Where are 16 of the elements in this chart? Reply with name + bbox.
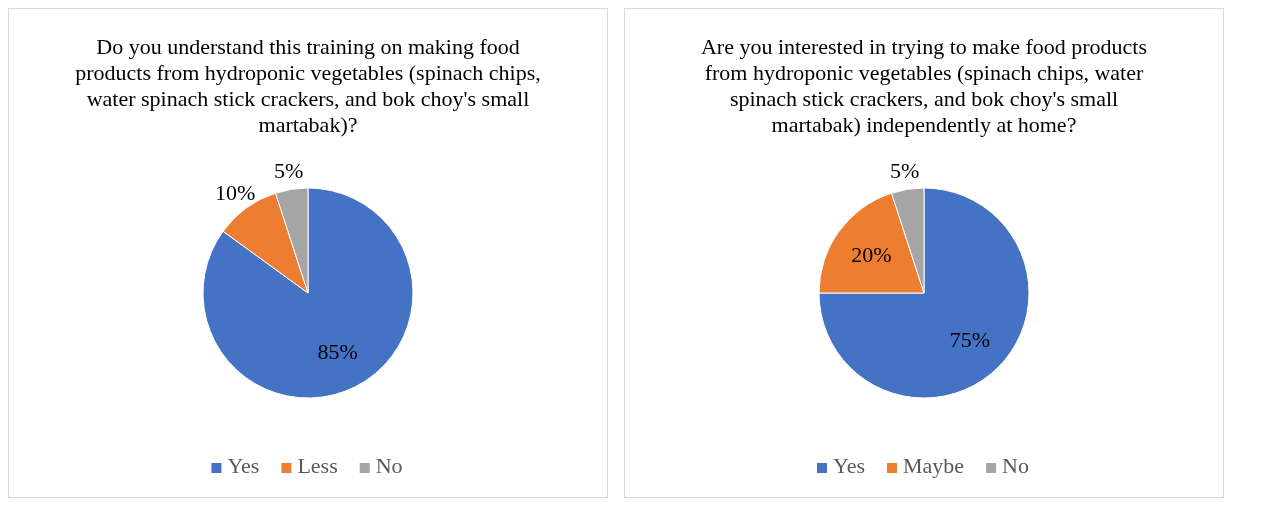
legend-label: Yes [227, 453, 260, 478]
data-label: 10% [215, 180, 256, 206]
legend-label: No [375, 453, 403, 478]
data-label: 75% [949, 326, 991, 352]
chart-title: Do you understand this training on making food products from hydroponic vegetables (spinach chips, water spinach stick crackers, and bok choy's small martabak)? [75, 34, 541, 137]
data-label: 20% [851, 242, 892, 268]
legend-label: Yes [833, 453, 866, 478]
legend-label: Less [297, 453, 338, 478]
legend-label: Maybe [903, 453, 965, 478]
data-label: 5% [889, 158, 920, 184]
data-label: 5% [273, 158, 304, 184]
pie-slice [202, 187, 414, 399]
data-label: 85% [317, 338, 358, 364]
pie-slice [818, 187, 1030, 399]
chart-title: Are you interested in trying to make food products from hydroponic vegetables (spinach chips, water spinach stick crackers, and bok choy's small martabak) independently at home? [700, 34, 1148, 137]
legend-label: No [1002, 453, 1029, 478]
